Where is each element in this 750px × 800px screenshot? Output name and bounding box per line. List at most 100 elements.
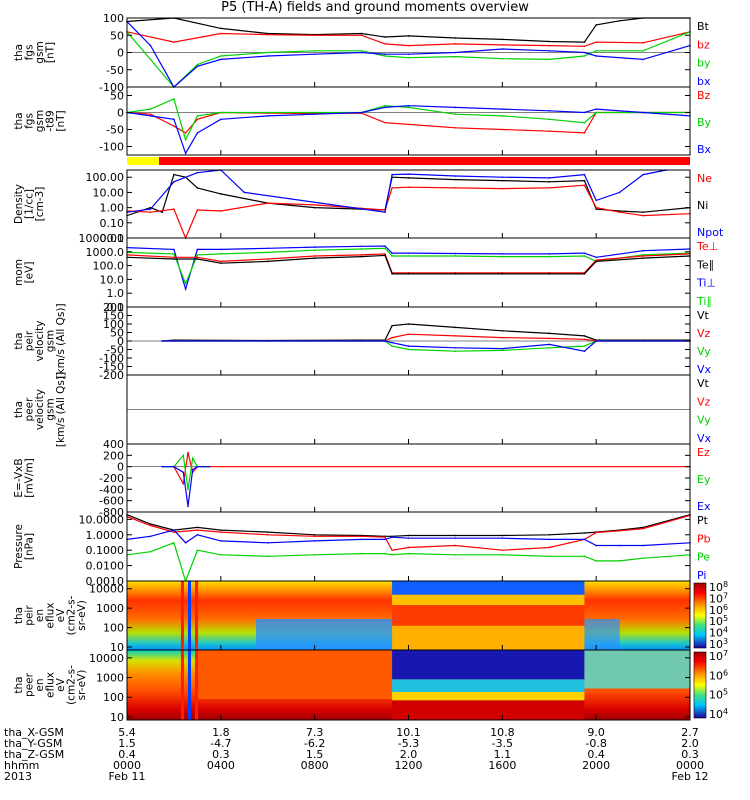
data-point: [642, 173, 644, 176]
axis-row-value: 1600: [488, 759, 516, 772]
flag-bar-yellow: [127, 157, 159, 165]
colorbar-label: 107: [709, 591, 728, 605]
data-point: [501, 108, 504, 110]
data-point: [595, 206, 597, 209]
data-point: [313, 111, 316, 114]
colorbar-label: 108: [709, 580, 728, 594]
y-tick-label: 100: [103, 691, 124, 704]
data-point: [313, 554, 316, 556]
colorbar-label: 106: [709, 603, 728, 617]
y-tick-label: 400: [103, 438, 124, 451]
y-tick-label: -100: [99, 141, 124, 154]
data-point: [595, 544, 597, 547]
data-point: [173, 98, 175, 100]
data-point: [501, 48, 504, 50]
legend-Pb: Pb: [697, 532, 711, 545]
data-point: [161, 211, 163, 213]
y-tick-label: -100: [99, 352, 124, 365]
data-point: [642, 544, 644, 547]
data-point: [360, 34, 363, 37]
y-tick-label: -50: [106, 344, 124, 357]
y-axis-label: peer: [24, 672, 36, 697]
data-point: [161, 340, 163, 342]
y-tick-label: -800: [99, 506, 124, 519]
data-point: [384, 536, 386, 538]
data-point: [360, 245, 363, 248]
data-point: [173, 118, 175, 121]
data-point: [454, 347, 457, 349]
spectrogram-peer_spec: [127, 650, 690, 720]
data-point: [454, 326, 457, 329]
series-Ey: [162, 453, 210, 490]
y-tick-label: -150: [99, 361, 124, 374]
data-point: [583, 335, 586, 337]
data-point: [391, 336, 393, 339]
data-point: [407, 123, 410, 126]
data-point: [384, 245, 386, 247]
y-tick-label: 0: [117, 47, 124, 60]
legend-Vy: Vy: [697, 345, 711, 358]
data-point: [407, 546, 410, 549]
data-point: [384, 121, 386, 124]
axis-row-value: 0000: [676, 759, 704, 772]
data-point: [266, 111, 269, 114]
data-point: [501, 57, 504, 60]
panel-frame: [126, 86, 691, 156]
data-point: [583, 532, 586, 534]
data-point: [384, 552, 386, 555]
data-point: [182, 471, 185, 474]
y-tick-label: 1000.0: [86, 246, 125, 259]
data-point: [173, 258, 175, 260]
axis-row-value: 1.8: [212, 726, 230, 739]
data-point: [595, 259, 597, 261]
data-point: [196, 63, 199, 66]
data-point: [407, 273, 410, 275]
data-point: [149, 523, 152, 525]
data-point: [220, 540, 222, 542]
data-point: [595, 560, 597, 562]
legend-bx: bx: [697, 75, 711, 88]
y-tick-label: 0: [117, 107, 124, 120]
axis-row-value: 0000: [113, 759, 141, 772]
data-point: [360, 538, 363, 541]
data-point: [583, 338, 586, 341]
series-Vx: [162, 340, 690, 352]
y-axis-label: peir: [24, 605, 36, 626]
data-point: [548, 533, 551, 536]
spectrogram-band: [392, 581, 585, 595]
data-point: [182, 482, 185, 485]
data-point: [642, 214, 644, 217]
data-point: [391, 187, 393, 189]
data-point: [407, 255, 410, 257]
data-point: [548, 555, 551, 558]
data-point: [360, 552, 363, 555]
data-point: [501, 44, 504, 46]
panel-efield: [127, 451, 691, 508]
data-point: [501, 255, 504, 258]
data-point: [173, 253, 175, 255]
legend-Vt: Vt: [697, 377, 710, 390]
data-point: [548, 40, 551, 43]
data-point: [454, 37, 457, 39]
axis-row-value: 0.4: [118, 748, 136, 761]
series-Bx: [126, 105, 691, 155]
data-point: [454, 534, 457, 537]
data-point: [266, 533, 269, 536]
data-point: [360, 248, 363, 250]
colorbar-label: 105: [709, 614, 728, 628]
series-Pt: [126, 514, 691, 537]
data-point: [149, 211, 152, 213]
legend-Npot: Npot: [697, 226, 724, 239]
data-point: [501, 534, 504, 537]
data-point: [384, 538, 386, 541]
y-tick-label: 0.10: [100, 217, 125, 230]
data-point: [454, 255, 457, 257]
data-point: [548, 177, 551, 179]
colorbar-label: 106: [709, 668, 728, 682]
data-point: [642, 557, 644, 560]
y-axis-label: velocity: [34, 389, 46, 430]
data-point: [173, 256, 175, 259]
data-point: [313, 535, 316, 538]
data-point: [266, 33, 269, 36]
data-point: [182, 454, 185, 457]
